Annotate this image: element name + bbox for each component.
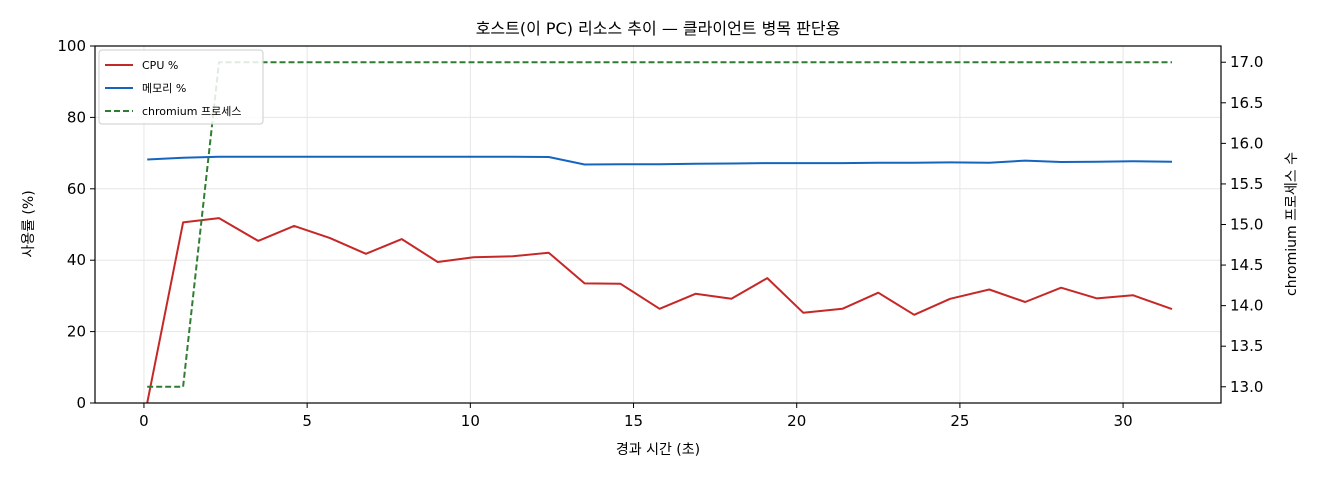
x-tick-label: 30 bbox=[1114, 412, 1133, 430]
legend-label-chromium: chromium 프로세스 bbox=[142, 105, 241, 118]
legend-label-memory: 메모리 % bbox=[142, 82, 186, 95]
y2-tick-label: 15.0 bbox=[1230, 216, 1263, 234]
plot-frame bbox=[94, 45, 1222, 404]
y2-axis-label: chromium 프로세스 수 bbox=[1284, 152, 1300, 296]
legend-box bbox=[98, 49, 264, 125]
x-tick-label: 0 bbox=[139, 412, 149, 430]
y2-tick-label: 14.0 bbox=[1230, 297, 1263, 315]
legend: CPU % 메모리 % chromium 프로세스 bbox=[98, 49, 264, 125]
x-axis-label: 경과 시간 (초) bbox=[616, 442, 700, 458]
y-tick-label: 20 bbox=[67, 323, 86, 341]
x-tick-label: 20 bbox=[787, 412, 806, 430]
y-tick-label: 60 bbox=[67, 180, 86, 198]
series-line-chromium bbox=[147, 61, 1172, 388]
y2-tick-label: 17.0 bbox=[1230, 53, 1263, 71]
legend-label-cpu: CPU % bbox=[142, 59, 178, 72]
y-tick-label: 40 bbox=[67, 251, 86, 269]
y-axis-label: 사용률 (%) bbox=[21, 190, 37, 257]
x-axis-ticks: 0 5 10 15 20 25 30 bbox=[139, 403, 1133, 430]
x-tick-label: 10 bbox=[461, 412, 480, 430]
series-lines bbox=[146, 61, 1173, 404]
x-tick-label: 25 bbox=[950, 412, 969, 430]
y2-tick-label: 13.5 bbox=[1230, 337, 1263, 355]
y2-axis-ticks: 13.0 13.5 14.0 14.5 15.0 15.5 16.0 16.5 17.0 bbox=[1221, 53, 1263, 396]
y-tick-label: 80 bbox=[67, 108, 86, 126]
y2-tick-label: 14.5 bbox=[1230, 256, 1263, 274]
y-tick-label: 0 bbox=[76, 394, 86, 412]
y-tick-label: 100 bbox=[57, 37, 86, 55]
chart-title: 호스트(이 PC) 리소스 추이 — 클라이언트 병목 판단용 bbox=[476, 19, 841, 38]
x-tick-label: 15 bbox=[624, 412, 643, 430]
grid bbox=[95, 45, 1221, 404]
series-line-memory bbox=[147, 155, 1173, 166]
y2-tick-label: 16.0 bbox=[1230, 134, 1263, 152]
y2-tick-label: 16.5 bbox=[1230, 94, 1263, 112]
x-tick-label: 5 bbox=[302, 412, 312, 430]
y2-tick-label: 13.0 bbox=[1230, 378, 1263, 396]
series-line-cpu bbox=[146, 217, 1173, 404]
y-axis-ticks: 0 20 40 60 80 100 bbox=[57, 37, 95, 412]
y2-tick-label: 15.5 bbox=[1230, 175, 1263, 193]
